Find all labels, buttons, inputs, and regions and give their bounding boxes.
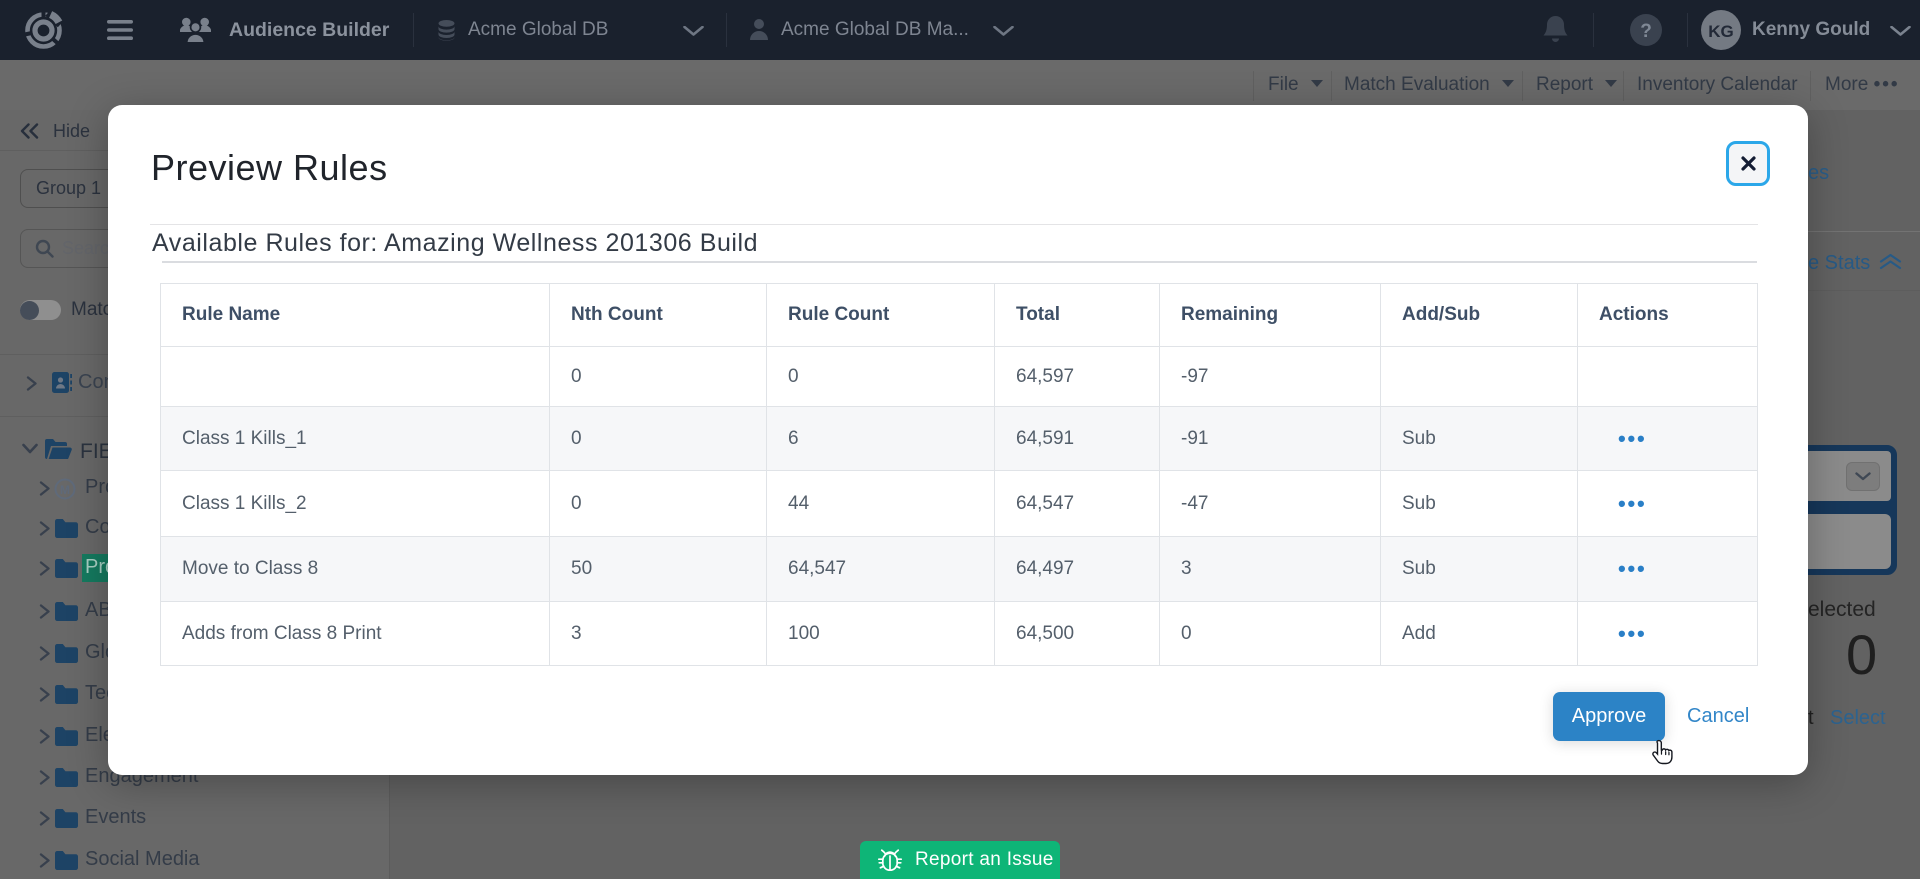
svg-text:KG: KG	[1708, 22, 1734, 41]
svg-text:M: M	[60, 483, 70, 497]
svg-text:?: ?	[1640, 21, 1652, 42]
